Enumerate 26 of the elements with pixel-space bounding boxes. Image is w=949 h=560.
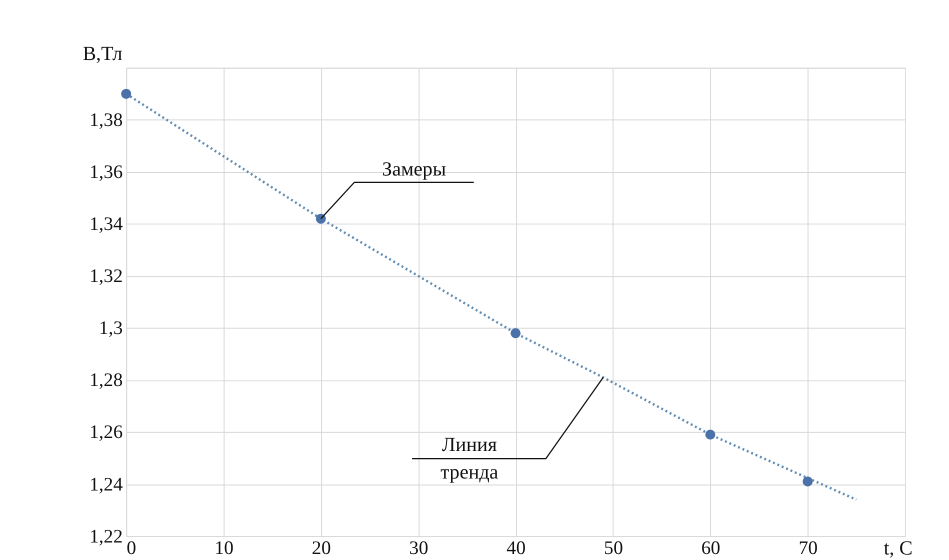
y-tick-label: 1,26: [89, 422, 123, 444]
x-tick-label: 40: [506, 538, 526, 559]
x-tick-label: 10: [214, 538, 234, 559]
y-tick-label: 1,24: [89, 474, 124, 496]
x-tick-label: 30: [409, 538, 428, 559]
point: [510, 328, 521, 338]
y-tick-label: 1,36: [89, 162, 123, 184]
x-tick-label: 0: [126, 538, 136, 559]
y-tick-label: 1,32: [89, 266, 123, 288]
y-tick-label: 1,22: [89, 526, 123, 548]
point: [316, 214, 326, 224]
y-tick-label: 1,34: [89, 214, 124, 236]
point: [802, 476, 813, 486]
annotation: Линия тренда: [440, 434, 498, 484]
point: [121, 88, 132, 99]
x-axis-title: t, C: [884, 537, 913, 560]
x-tick-label: 60: [701, 538, 720, 559]
annotation: Замеры: [382, 158, 446, 181]
y-axis-title: B,Тл: [82, 43, 122, 66]
point: [705, 430, 716, 440]
x-tick-label: 70: [798, 538, 818, 559]
y-tick-label: 1,38: [89, 110, 123, 132]
x-tick-label: 50: [604, 538, 623, 559]
x-tick-label: 20: [312, 538, 331, 559]
y-tick-label: 1,3: [98, 318, 123, 340]
y-tick-label: 1,28: [89, 370, 123, 392]
